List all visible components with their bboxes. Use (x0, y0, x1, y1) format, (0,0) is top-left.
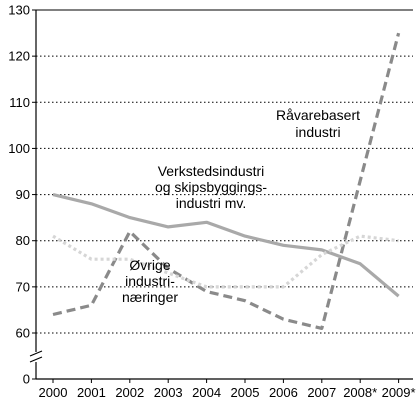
y-tick-label-80: 80 (16, 233, 30, 248)
axis-break-mark (29, 350, 43, 363)
series-annotation-0-line-0: Verkstedsindustri (158, 163, 265, 179)
y-tick-label-120: 120 (8, 49, 30, 64)
series-annotation-2-line-0: Øvrige (129, 257, 170, 273)
x-tick-label-6: 2006 (269, 385, 298, 400)
y-tick-label-60: 60 (16, 326, 30, 341)
series-line-2 (52, 234, 399, 289)
series-annotation-2-line-1: industri- (125, 273, 175, 289)
series-lines (52, 32, 401, 330)
y-tick-label-100: 100 (8, 141, 30, 156)
y-tick-label-0: 0 (23, 372, 30, 387)
x-tick-label-3: 2003 (154, 385, 183, 400)
y-tick-label-70: 70 (16, 279, 30, 294)
x-tick-label-0: 2000 (39, 385, 68, 400)
series-annotation-1: Råvarebasert industri (276, 107, 360, 140)
series-annotation-1-line-1: industri (295, 124, 340, 140)
x-tick-label-4: 2004 (192, 385, 221, 400)
y-tick-label-110: 110 (9, 95, 30, 110)
series-annotation-1-line-0: Råvarebasert (276, 107, 360, 123)
series-line-1 (52, 32, 401, 330)
y-tick-labels: 0 60 70 80 90 100 110 120 130 (8, 3, 30, 387)
series-annotation-0: Verkstedsindustri og skipsbyggings-indust… (155, 163, 267, 211)
x-tick-label-9: 2009* (382, 385, 416, 400)
series-line-0 (52, 193, 400, 298)
y-tick-label-90: 90 (16, 187, 30, 202)
x-tick-label-8: 2008* (343, 385, 377, 400)
x-tick-labels: 2000 2001 2002 2003 2004 2005 2006 2007 2008* 200… (39, 385, 416, 400)
x-tick-label-5: 2005 (231, 385, 260, 400)
series-annotations: Verkstedsindustri og skipsbyggings-indust… (122, 107, 360, 305)
series-annotation-2: Øvrige industri-næringer (122, 257, 178, 305)
series-annotation-0-line-1: og skipsbyggings- (155, 179, 267, 195)
x-tick-label-2: 2002 (115, 385, 144, 400)
y-tick-label-130: 130 (8, 3, 30, 18)
series-annotation-2-line-2: næringer (122, 289, 178, 305)
axes (29, 9, 413, 383)
series-annotation-0-line-2: industri mv. (176, 195, 247, 211)
x-tick-label-1: 2001 (77, 385, 106, 400)
x-tick-label-7: 2007 (307, 385, 336, 400)
